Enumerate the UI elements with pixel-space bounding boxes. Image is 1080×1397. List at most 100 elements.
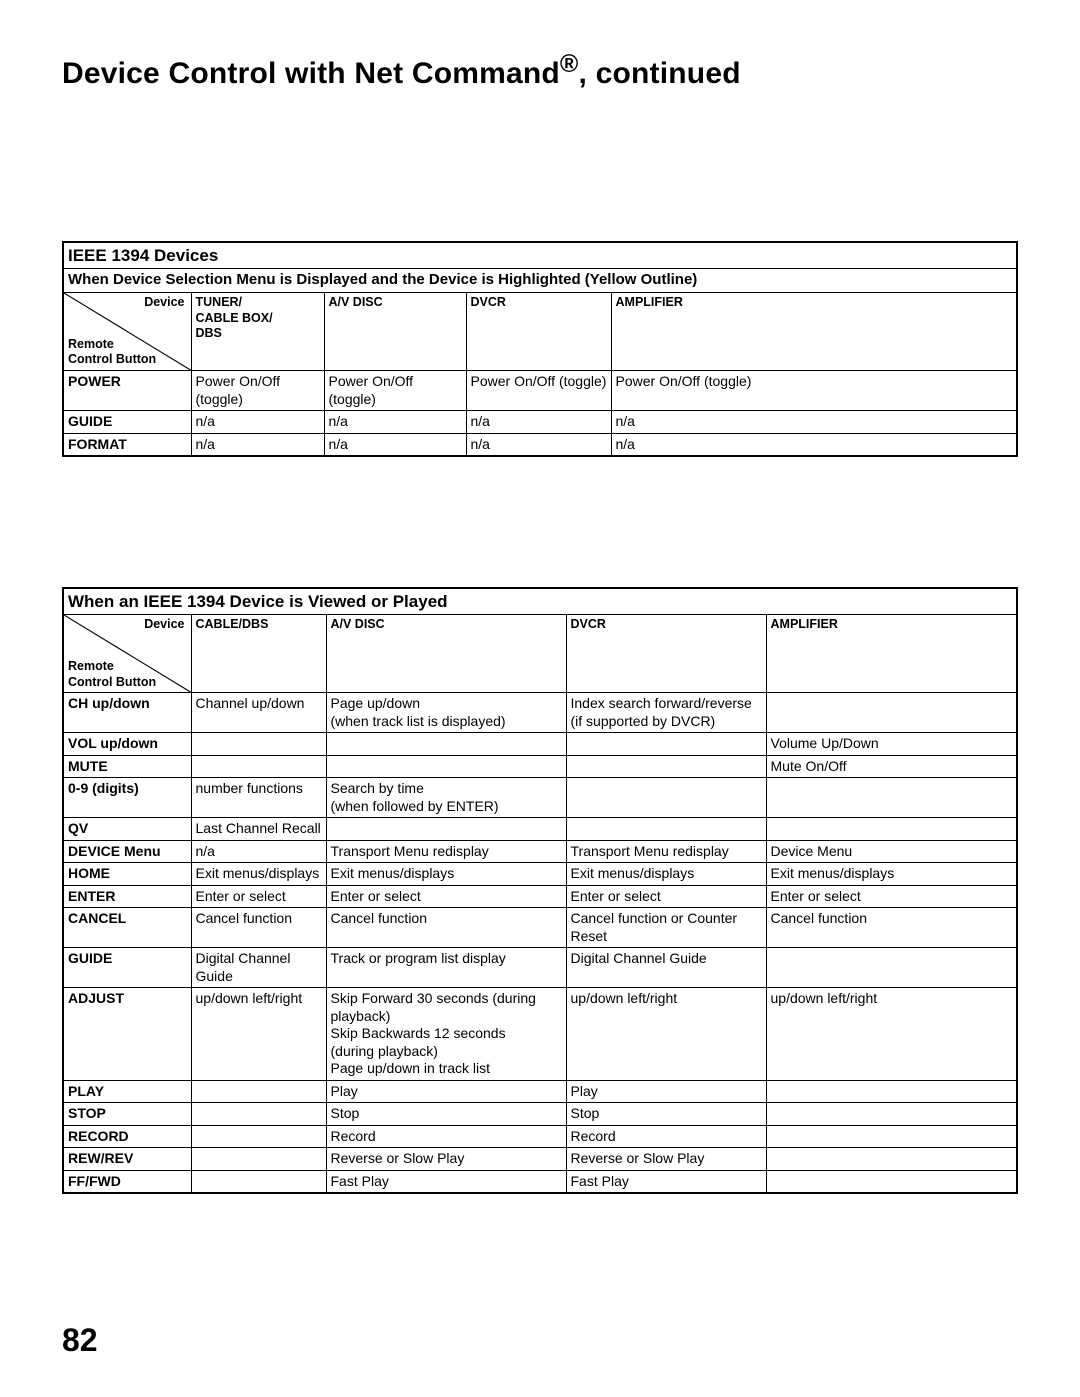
page-number: 82	[62, 1322, 98, 1359]
table-cell	[566, 818, 766, 841]
table-cell: Power On/Off (toggle)	[611, 371, 1017, 411]
table1-subtitle-row: When Device Selection Menu is Displayed …	[63, 269, 1017, 293]
table1-title: IEEE 1394 Devices	[63, 242, 1017, 269]
table-cell: Digital Channel Guide	[191, 948, 326, 988]
table2-header-row: Device Remote Control Button CABLE/DBS A…	[63, 615, 1017, 693]
ieee-1394-devices-table: IEEE 1394 Devices When Device Selection …	[62, 241, 1018, 457]
table-cell: Exit menus/displays	[566, 863, 766, 886]
table2-diag-header: Device Remote Control Button	[63, 615, 191, 693]
row-label: 0-9 (digits)	[63, 778, 191, 818]
diag-bottom-label: Remote Control Button	[68, 337, 156, 368]
table-row: GUIDEDigital Channel GuideTrack or progr…	[63, 948, 1017, 988]
table-cell: Exit menus/displays	[191, 863, 326, 886]
diag-bottom-label: Remote Control Button	[68, 659, 156, 690]
table-cell: Fast Play	[326, 1170, 566, 1193]
table-row: GUIDEn/an/an/an/a	[63, 411, 1017, 434]
table1-header-row: Device Remote Control Button TUNER/ CABL…	[63, 293, 1017, 371]
table1-subtitle: When Device Selection Menu is Displayed …	[63, 269, 1017, 293]
row-label: RECORD	[63, 1125, 191, 1148]
table-cell	[191, 1170, 326, 1193]
table-cell: n/a	[611, 433, 1017, 456]
table-cell: n/a	[324, 433, 466, 456]
table-row: REW/REVReverse or Slow PlayReverse or Sl…	[63, 1148, 1017, 1171]
table-row: ADJUSTup/down left/rightSkip Forward 30 …	[63, 988, 1017, 1081]
table2-title: When an IEEE 1394 Device is Viewed or Pl…	[63, 588, 1017, 615]
table-cell: Cancel function or Counter Reset	[566, 908, 766, 948]
table-cell: n/a	[191, 433, 324, 456]
row-label: DEVICE Menu	[63, 840, 191, 863]
row-label: CANCEL	[63, 908, 191, 948]
table-cell: Digital Channel Guide	[566, 948, 766, 988]
table-row: MUTEMute On/Off	[63, 755, 1017, 778]
table-cell: up/down left/right	[191, 988, 326, 1081]
table-row: HOMEExit menus/displaysExit menus/displa…	[63, 863, 1017, 886]
table-gap	[62, 457, 1018, 587]
table1-col-header: DVCR	[466, 293, 611, 371]
table-cell: Stop	[566, 1103, 766, 1126]
table-cell: up/down left/right	[566, 988, 766, 1081]
table-cell	[766, 1148, 1017, 1171]
table-cell	[766, 1125, 1017, 1148]
table-cell: number functions	[191, 778, 326, 818]
diag-top-label: Device	[144, 617, 184, 633]
table-cell: Enter or select	[191, 885, 326, 908]
table-cell	[191, 755, 326, 778]
table-cell: n/a	[191, 840, 326, 863]
ieee-1394-viewed-played-table: When an IEEE 1394 Device is Viewed or Pl…	[62, 587, 1018, 1194]
table-cell: Record	[566, 1125, 766, 1148]
table-row: CH up/downChannel up/downPage up/down (w…	[63, 693, 1017, 733]
table2-title-row: When an IEEE 1394 Device is Viewed or Pl…	[63, 588, 1017, 615]
row-label: QV	[63, 818, 191, 841]
table-row: DEVICE Menun/aTransport Menu redisplayTr…	[63, 840, 1017, 863]
table-row: FORMATn/an/an/an/a	[63, 433, 1017, 456]
row-label: GUIDE	[63, 948, 191, 988]
table-cell: Cancel function	[766, 908, 1017, 948]
table-row: QVLast Channel Recall	[63, 818, 1017, 841]
table-cell: n/a	[466, 433, 611, 456]
table-cell: Index search forward/reverse (if support…	[566, 693, 766, 733]
table-cell: n/a	[611, 411, 1017, 434]
table-cell	[326, 755, 566, 778]
table-cell: Fast Play	[566, 1170, 766, 1193]
table-cell: Record	[326, 1125, 566, 1148]
table-row: FF/FWDFast PlayFast Play	[63, 1170, 1017, 1193]
table-cell	[766, 1170, 1017, 1193]
table-cell: Enter or select	[566, 885, 766, 908]
table-cell: Cancel function	[326, 908, 566, 948]
table1-col-header: A/V DISC	[324, 293, 466, 371]
table-cell	[766, 818, 1017, 841]
table-cell: Exit menus/displays	[766, 863, 1017, 886]
table-cell: Search by time (when followed by ENTER)	[326, 778, 566, 818]
table-cell	[191, 733, 326, 756]
table-cell	[191, 1103, 326, 1126]
table1-col-header: AMPLIFIER	[611, 293, 1017, 371]
table-cell	[566, 733, 766, 756]
row-label: ENTER	[63, 885, 191, 908]
table-cell: Enter or select	[326, 885, 566, 908]
table-cell: n/a	[324, 411, 466, 434]
row-label: GUIDE	[63, 411, 191, 434]
row-label: STOP	[63, 1103, 191, 1126]
page: Device Control with Net Command®, contin…	[0, 0, 1080, 1397]
table-cell	[191, 1125, 326, 1148]
table-cell: Transport Menu redisplay	[326, 840, 566, 863]
table-cell	[766, 1080, 1017, 1103]
table-row: VOL up/downVolume Up/Down	[63, 733, 1017, 756]
table-cell	[766, 1103, 1017, 1126]
table-cell: Power On/Off (toggle)	[324, 371, 466, 411]
table-cell: Power On/Off (toggle)	[191, 371, 324, 411]
row-label: REW/REV	[63, 1148, 191, 1171]
row-label: POWER	[63, 371, 191, 411]
table-cell: up/down left/right	[766, 988, 1017, 1081]
row-label: CH up/down	[63, 693, 191, 733]
row-label: FORMAT	[63, 433, 191, 456]
table-cell: Play	[566, 1080, 766, 1103]
diag-top-label: Device	[144, 295, 184, 311]
table-row: POWERPower On/Off (toggle)Power On/Off (…	[63, 371, 1017, 411]
table1-col-header: TUNER/ CABLE BOX/ DBS	[191, 293, 324, 371]
table-cell: Cancel function	[191, 908, 326, 948]
table-cell: Skip Forward 30 seconds (during playback…	[326, 988, 566, 1081]
table2-col-header: AMPLIFIER	[766, 615, 1017, 693]
table2-col-header: A/V DISC	[326, 615, 566, 693]
table-cell	[191, 1148, 326, 1171]
